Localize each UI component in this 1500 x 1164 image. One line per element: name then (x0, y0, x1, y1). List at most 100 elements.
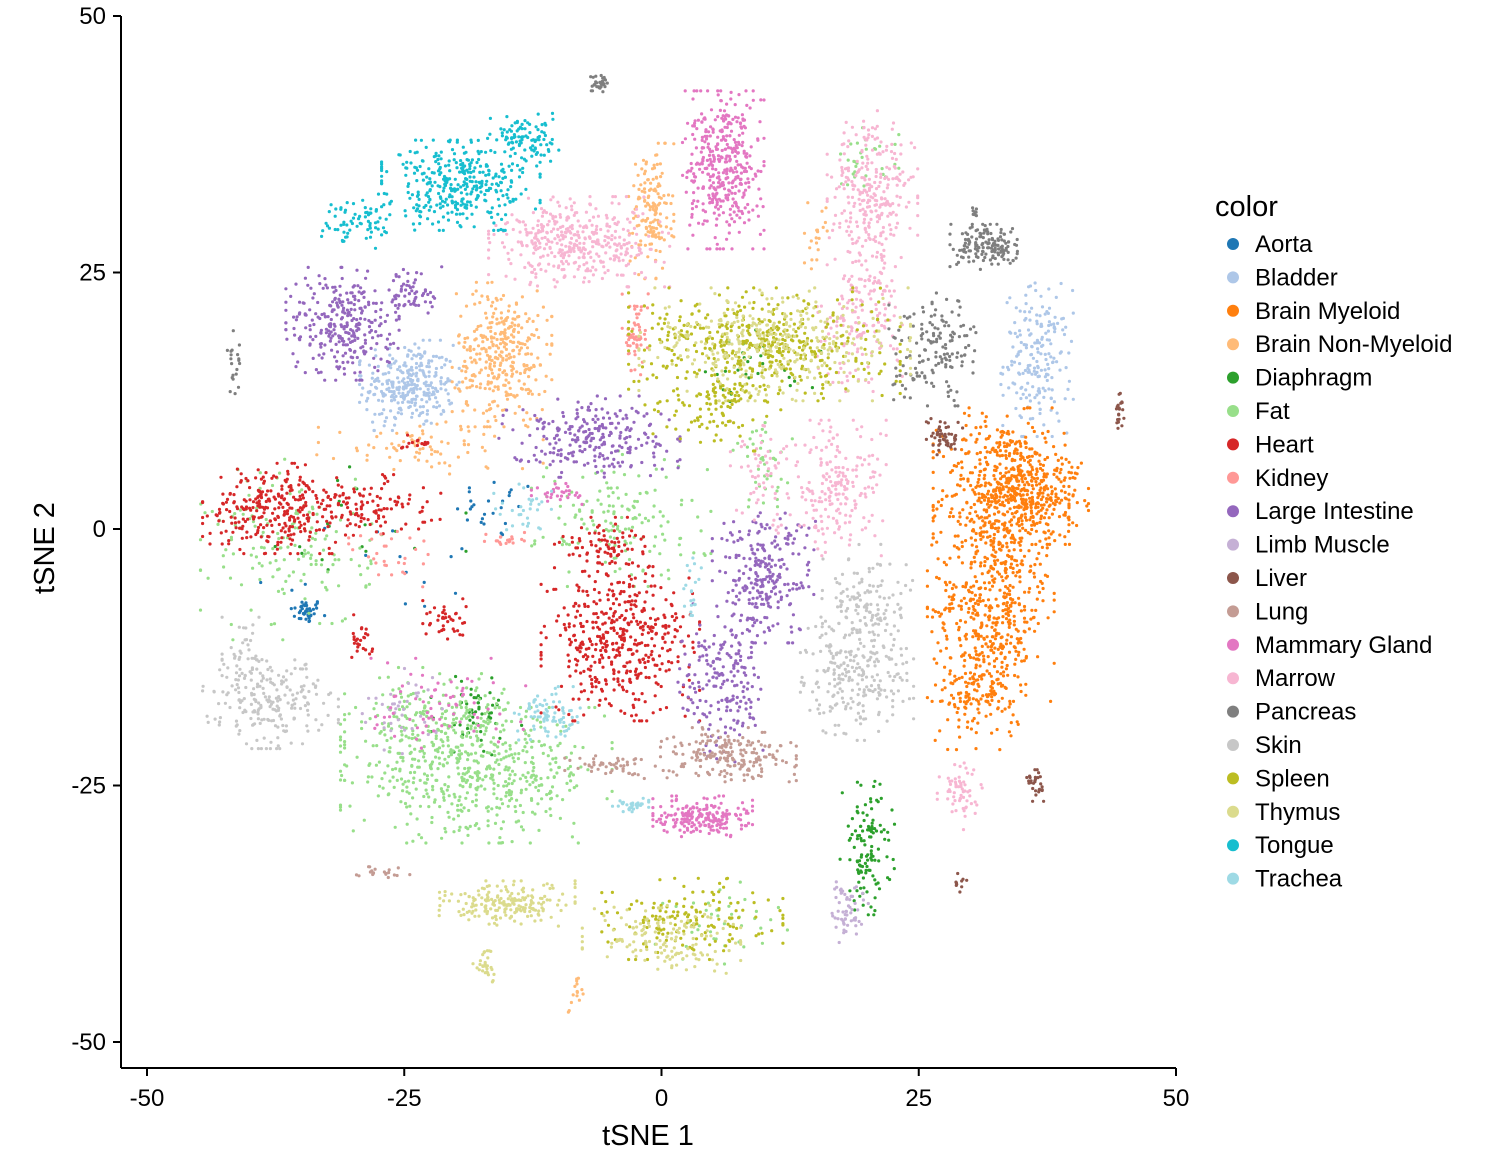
data-point (524, 732, 528, 736)
data-point (995, 450, 999, 454)
data-point (528, 389, 533, 393)
data-point (531, 319, 535, 323)
data-point (249, 608, 253, 612)
data-point (610, 642, 615, 646)
data-point (469, 724, 473, 728)
data-point (306, 551, 310, 555)
data-point (307, 538, 311, 542)
data-point (585, 657, 589, 661)
data-point (612, 470, 616, 474)
data-point (519, 788, 524, 792)
data-point (510, 769, 515, 773)
data-point (873, 779, 877, 783)
data-point (991, 545, 996, 549)
data-point (979, 526, 983, 530)
data-point (976, 637, 981, 641)
data-point (605, 639, 609, 644)
data-point (604, 649, 608, 654)
data-point (936, 641, 940, 645)
data-point (1045, 546, 1049, 550)
data-point (653, 584, 657, 588)
data-point (998, 748, 1002, 752)
data-point (846, 183, 850, 187)
data-point (1039, 514, 1043, 518)
data-point (426, 387, 430, 391)
data-point (352, 613, 356, 617)
data-point (299, 497, 303, 501)
data-point (397, 443, 401, 447)
data-point (487, 841, 491, 845)
data-point (1033, 341, 1037, 345)
data-point (353, 297, 357, 302)
data-point (434, 755, 438, 759)
data-point (251, 546, 255, 550)
data-point (480, 294, 484, 298)
data-point (279, 502, 283, 506)
data-point (976, 480, 980, 484)
data-point (1054, 452, 1058, 456)
data-point (651, 201, 655, 205)
data-point (430, 773, 434, 777)
data-point (362, 818, 366, 822)
data-point (1043, 352, 1047, 356)
data-point (1059, 480, 1063, 484)
data-point (545, 342, 549, 346)
data-point (1038, 491, 1042, 495)
data-point (472, 503, 476, 507)
data-point (515, 393, 519, 397)
data-point (1038, 539, 1042, 543)
data-point (399, 800, 403, 804)
data-point (966, 720, 970, 724)
data-point (536, 356, 540, 360)
data-point (975, 689, 979, 693)
data-point (277, 506, 281, 510)
data-point (456, 814, 460, 818)
data-point (297, 490, 302, 494)
data-point (616, 496, 621, 500)
data-point (649, 181, 653, 185)
data-point (857, 880, 861, 884)
data-point (997, 526, 1001, 530)
data-point (498, 836, 502, 840)
data-point (443, 612, 447, 616)
data-point (372, 428, 376, 433)
data-point (308, 530, 312, 534)
data-point (550, 378, 554, 382)
data-point (1009, 721, 1013, 725)
data-point (992, 651, 996, 655)
data-point (974, 666, 978, 670)
data-point (553, 479, 557, 483)
data-point (586, 768, 590, 772)
data-point (1043, 457, 1047, 462)
data-point (530, 810, 535, 814)
data-point (1051, 360, 1055, 364)
data-point (617, 544, 621, 549)
data-point (951, 682, 955, 686)
data-point (1007, 705, 1011, 709)
data-point (979, 626, 983, 630)
data-point (504, 336, 508, 341)
data-point (231, 552, 235, 556)
data-point (1028, 399, 1032, 403)
data-point (405, 383, 409, 388)
data-point (1028, 586, 1032, 591)
data-point (407, 441, 411, 445)
data-point (456, 808, 460, 812)
data-point (626, 547, 630, 551)
data-point (606, 598, 610, 602)
data-point (467, 490, 471, 494)
data-point (384, 476, 388, 480)
data-point (288, 516, 292, 520)
data-point (415, 817, 419, 821)
data-point (1015, 451, 1019, 456)
data-point (632, 616, 636, 620)
data-point (470, 742, 474, 747)
data-point (634, 667, 638, 671)
data-point (610, 741, 614, 745)
data-point (393, 825, 397, 829)
data-point (239, 480, 243, 484)
data-point (670, 614, 674, 619)
data-point (610, 540, 614, 544)
data-point (376, 503, 380, 508)
data-point (360, 513, 364, 517)
